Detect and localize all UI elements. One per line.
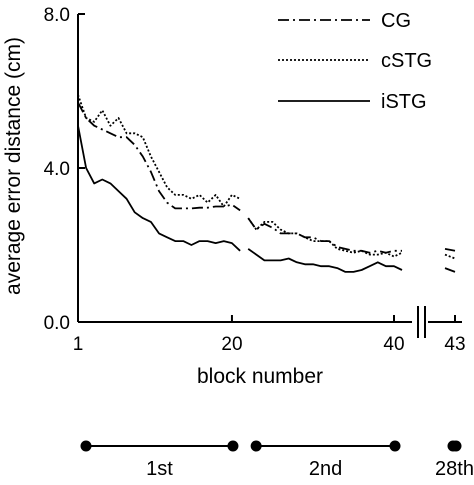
timeline-segment: 28thday — [435, 440, 474, 480]
x-ticks: 1 20 40 43 — [73, 315, 466, 355]
series-line-cg — [77, 102, 241, 212]
timeline-segment: 1stday — [80, 440, 239, 480]
timeline-end-dot — [450, 440, 462, 452]
timeline-start-dot — [80, 440, 92, 452]
timeline-start-dot — [250, 440, 262, 452]
timeline-label: 28th — [435, 458, 474, 480]
series-cg — [77, 102, 456, 254]
series-line-istg — [247, 248, 403, 273]
series-line-cstg — [247, 217, 403, 258]
y-tick-label: 8.0 — [44, 5, 70, 26]
timeline-segment: 2ndday — [250, 440, 401, 480]
x-tick-label: 1 — [73, 334, 84, 355]
legend-label-cstg: cSTG — [381, 50, 432, 72]
x-tick-label: 20 — [221, 334, 242, 355]
timeline-end-dot — [389, 440, 401, 452]
legend: CG cSTG iSTG — [278, 10, 432, 113]
series-line-cstg — [77, 94, 241, 208]
y-tick-label: 4.0 — [44, 159, 70, 180]
series-line-istg — [444, 267, 456, 273]
series-line-cstg — [444, 253, 456, 260]
series-layer — [77, 94, 456, 273]
x-tick-label: 40 — [383, 334, 404, 355]
legend-label-istg: iSTG — [381, 91, 427, 113]
x-tick-label: 43 — [444, 334, 465, 355]
y-tick-label: 0.0 — [44, 313, 70, 334]
y-ticks: 0.0 4.0 8.0 — [44, 5, 85, 334]
timeline-end-dot — [227, 440, 239, 452]
series-line-cg — [247, 217, 402, 254]
timeline: 1stday 2ndday 28thday — [80, 440, 474, 480]
timeline-label: 2nd — [309, 458, 342, 480]
series-cstg — [77, 94, 456, 260]
series-line-istg — [77, 125, 241, 252]
series-line-cg — [444, 248, 456, 252]
series-istg — [77, 125, 456, 273]
x-axis-title: block number — [197, 365, 323, 388]
y-axis-title: average error distance (cm) — [2, 37, 25, 295]
legend-label-cg: CG — [381, 10, 411, 32]
timeline-label: 1st — [146, 458, 173, 480]
